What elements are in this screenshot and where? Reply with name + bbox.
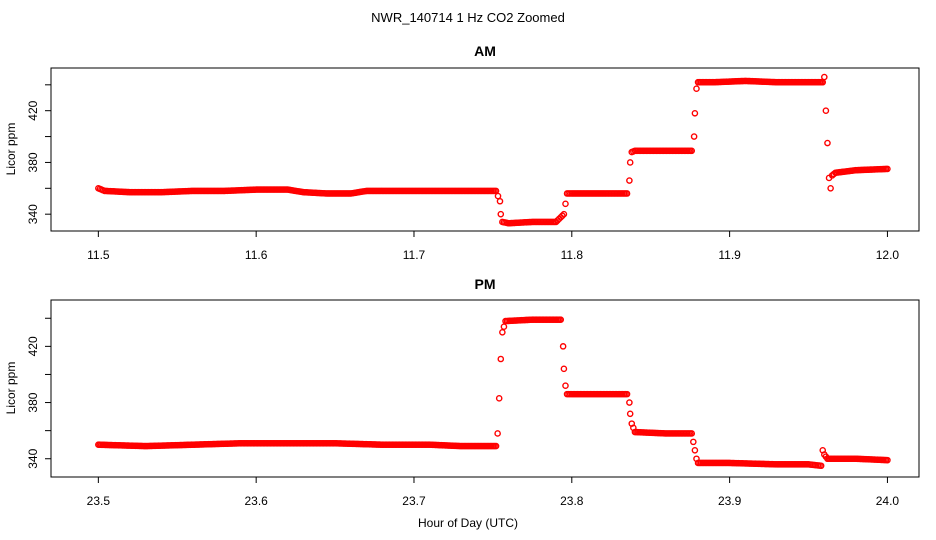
x-tick-label-pm: 23.7	[402, 494, 426, 508]
panel-title-pm: PM	[475, 276, 496, 292]
x-tick-label-pm: 23.5	[87, 494, 111, 508]
y-tick-label-am: 420	[26, 100, 40, 120]
data-point-am	[562, 200, 569, 208]
data-point-am	[824, 139, 831, 147]
data-point-pm	[559, 343, 567, 350]
data-point-pm	[497, 355, 505, 363]
data-point-am	[623, 190, 631, 197]
data-point-pm	[562, 382, 569, 389]
data-point-am	[688, 147, 696, 155]
y-tick-label-pm: 420	[26, 336, 40, 356]
data-point-pm	[500, 323, 508, 330]
x-tick-label-pm: 23.9	[718, 494, 742, 508]
data-point-pm	[495, 395, 503, 402]
panel-title-am: AM	[474, 43, 496, 59]
data-point-am	[884, 165, 891, 173]
x-tick-label-am: 11.8	[561, 248, 584, 262]
x-axis-pm: 23.5 23.6 23.7 23.8 23.9 24.0	[87, 477, 900, 508]
y-axis-label-am: Licor ppm	[4, 123, 18, 176]
data-point-am	[821, 73, 828, 81]
data-point-pm	[623, 390, 631, 398]
y-axis-am: 340 380 420	[26, 84, 51, 224]
x-tick-label-pm: 24.0	[876, 494, 900, 508]
data-point-pm	[884, 456, 891, 464]
data-point-am	[559, 212, 566, 220]
figure-title: NWR_140714 1 Hz CO2 Zoomed	[371, 10, 565, 25]
data-point-am	[560, 210, 568, 218]
x-tick-label-am: 11.7	[403, 248, 426, 262]
data-point-am	[626, 177, 633, 184]
points-am	[95, 73, 891, 227]
y-tick-label-pm: 380	[26, 392, 40, 412]
data-point-am	[626, 159, 634, 166]
y-tick-label-am: 340	[26, 204, 40, 224]
data-point-pm	[688, 430, 696, 437]
x-tick-label-am: 11.6	[245, 248, 268, 262]
points-pm	[95, 316, 891, 470]
data-point-am	[494, 192, 502, 200]
data-point-pm	[492, 442, 500, 450]
data-point-am	[693, 85, 700, 92]
data-point-pm	[817, 462, 825, 470]
x-tick-label-am: 12.0	[876, 248, 900, 262]
y-axis-label-pm: Licor ppm	[4, 362, 18, 415]
data-point-am	[497, 210, 505, 218]
x-tick-label-am: 11.9	[718, 248, 741, 262]
panel-pm: PM Licor ppm 23.5 23.6 23.7 23.8 23.9 24.0 34…	[4, 276, 920, 508]
data-point-am	[690, 133, 698, 140]
data-point-pm	[690, 438, 697, 446]
panel-am: AM Licor ppm 11.5 11.6 11.7 11.8 11.9 12.0 34…	[4, 43, 920, 262]
x-tick-label-am: 11.5	[87, 248, 110, 262]
data-point-am	[691, 109, 699, 117]
data-point-pm	[626, 410, 634, 418]
plot-frame-am	[50, 67, 920, 232]
y-tick-label-am: 380	[26, 152, 40, 172]
data-point-pm	[557, 316, 565, 323]
data-point-pm	[499, 329, 506, 336]
data-point-pm	[691, 447, 699, 454]
plot-frame-pm	[50, 299, 920, 478]
data-point-pm	[626, 399, 633, 406]
x-axis-label: Hour of Day (UTC)	[418, 516, 518, 530]
y-axis-pm: 340 380 420	[26, 317, 51, 469]
y-tick-label-pm: 340	[26, 448, 40, 468]
data-point-pm	[560, 365, 568, 373]
data-point-pm	[494, 430, 501, 437]
x-tick-label-pm: 23.6	[244, 494, 268, 508]
data-point-am	[496, 197, 504, 205]
x-tick-label-pm: 23.8	[560, 494, 584, 508]
x-axis-am: 11.5 11.6 11.7 11.8 11.9 12.0	[87, 231, 899, 262]
data-point-am	[827, 185, 834, 192]
data-point-am	[822, 107, 830, 114]
